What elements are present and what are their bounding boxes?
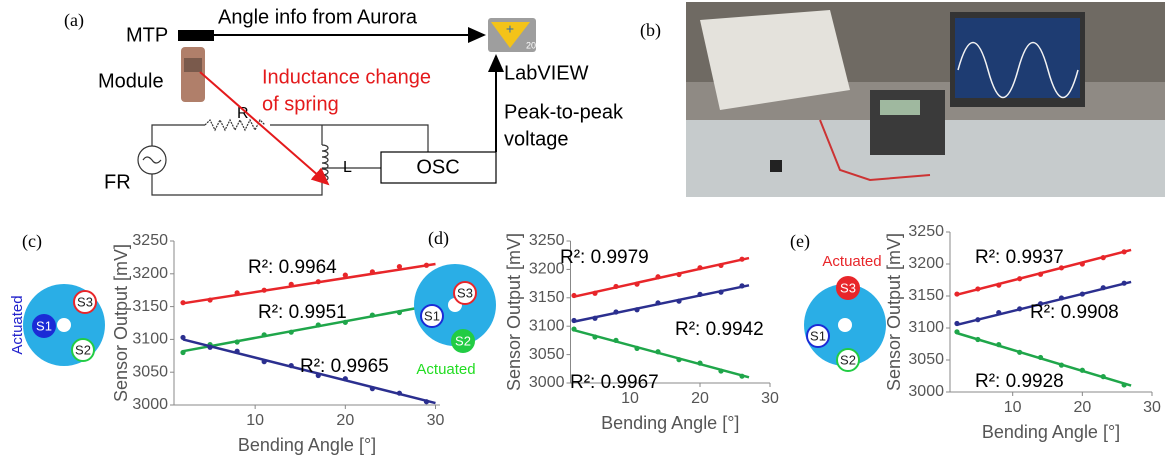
photo: (b) (640, 2, 1165, 197)
panel-label: (c) (22, 231, 42, 252)
x-tick-label: 30 (761, 390, 779, 407)
sensor-label: S2 (455, 333, 471, 348)
actuated-label: Actuated (9, 295, 26, 354)
y-tick-label: 3100 (908, 319, 944, 336)
y-tick-label: 3100 (132, 331, 168, 348)
y-tick-label: 3050 (132, 363, 168, 380)
figure: (a) MTP Angle info from Aurora + 20 LabV… (0, 0, 1167, 456)
actuated-label: Actuated (416, 361, 475, 378)
angle-info: Angle info from Aurora (218, 6, 418, 28)
module-label: Module (98, 70, 164, 92)
x-axis-label: Bending Angle [°] (238, 435, 376, 455)
sensor-label: S3 (457, 285, 473, 300)
y-tick-label: 3100 (529, 317, 565, 334)
icon-number: 20 (526, 40, 536, 50)
r-squared: R²: 0.9964 (248, 257, 337, 278)
x-axis-label: Bending Angle [°] (601, 413, 739, 433)
y-tick-label: 3000 (529, 374, 565, 391)
y-tick-label: 3250 (908, 223, 944, 240)
y-tick-label: 3150 (529, 289, 565, 306)
sensor-label: S1 (810, 328, 826, 343)
y-axis-label: Sensor Output [mV] (111, 244, 131, 402)
y-axis-label: Sensor Output [mV] (884, 233, 904, 391)
sensor-label: S2 (840, 352, 856, 367)
y-tick-label: 3200 (132, 265, 168, 282)
y-axis-label: Sensor Output [mV] (504, 233, 524, 391)
x-tick-label: 10 (1004, 399, 1022, 416)
r-squared: R²: 0.9965 (300, 356, 389, 377)
fr-label: FR (104, 171, 131, 193)
sensor-label: S1 (36, 318, 52, 333)
y-tick-label: 3200 (908, 255, 944, 272)
x-tick-label: 10 (246, 412, 264, 429)
y-tick-label: 3050 (908, 351, 944, 368)
peak-label: voltage (504, 128, 569, 150)
peak-label: Peak-to-peak (504, 101, 624, 123)
x-tick-label: 30 (427, 412, 445, 429)
r-squared: R²: 0.9967 (570, 372, 659, 393)
module-image (184, 58, 202, 72)
y-tick-label: 3000 (908, 383, 944, 400)
x-tick-label: 20 (336, 412, 354, 429)
inductance-label: of spring (262, 93, 339, 115)
y-tick-label: 3150 (132, 298, 168, 315)
sensor-center (57, 318, 71, 332)
sensor-label: S2 (75, 342, 91, 357)
x-tick-label: 30 (1143, 399, 1161, 416)
panel-label: (a) (64, 10, 84, 31)
diagram: (a) MTP Angle info from Aurora + 20 LabV… (64, 6, 624, 195)
r-squared: R²: 0.9979 (560, 247, 649, 268)
y-tick-label: 3150 (908, 287, 944, 304)
osc-label: OSC (416, 156, 459, 178)
panel-label: (d) (428, 228, 449, 249)
actuated-label: Actuated (822, 253, 881, 270)
r-squared: R²: 0.9951 (258, 302, 347, 323)
x-tick-label: 20 (1073, 399, 1091, 416)
panel-label: (b) (640, 20, 661, 41)
sensor-label: S3 (840, 280, 856, 295)
l-label: L (343, 159, 352, 176)
svg-text:+: + (506, 21, 514, 37)
x-tick-label: 20 (691, 390, 709, 407)
sensor-center (838, 318, 852, 332)
y-tick-label: 3000 (132, 396, 168, 413)
mtp-label: MTP (126, 24, 168, 46)
sensor-label: S3 (77, 294, 93, 309)
labview-icon: + 20 (488, 18, 536, 52)
arrow (200, 72, 328, 184)
mtp-bar (178, 30, 214, 41)
y-tick-label: 3050 (529, 346, 565, 363)
r-squared: R²: 0.9942 (675, 319, 764, 340)
r-squared: R²: 0.9928 (975, 371, 1064, 392)
charts: (c) 3000 3050 3100 3150 3200 3250 10 20 30 Bending… (9, 223, 1161, 455)
y-tick-label: 3250 (132, 232, 168, 249)
sensor-label: S1 (424, 308, 440, 323)
r-squared: R²: 0.9937 (975, 247, 1064, 268)
x-axis-label: Bending Angle [°] (982, 422, 1120, 442)
r-squared: R²: 0.9908 (1030, 302, 1119, 323)
panel-label: (e) (790, 231, 810, 252)
inductance-label: Inductance change (262, 66, 431, 88)
labview-label: LabVIEW (504, 62, 589, 84)
